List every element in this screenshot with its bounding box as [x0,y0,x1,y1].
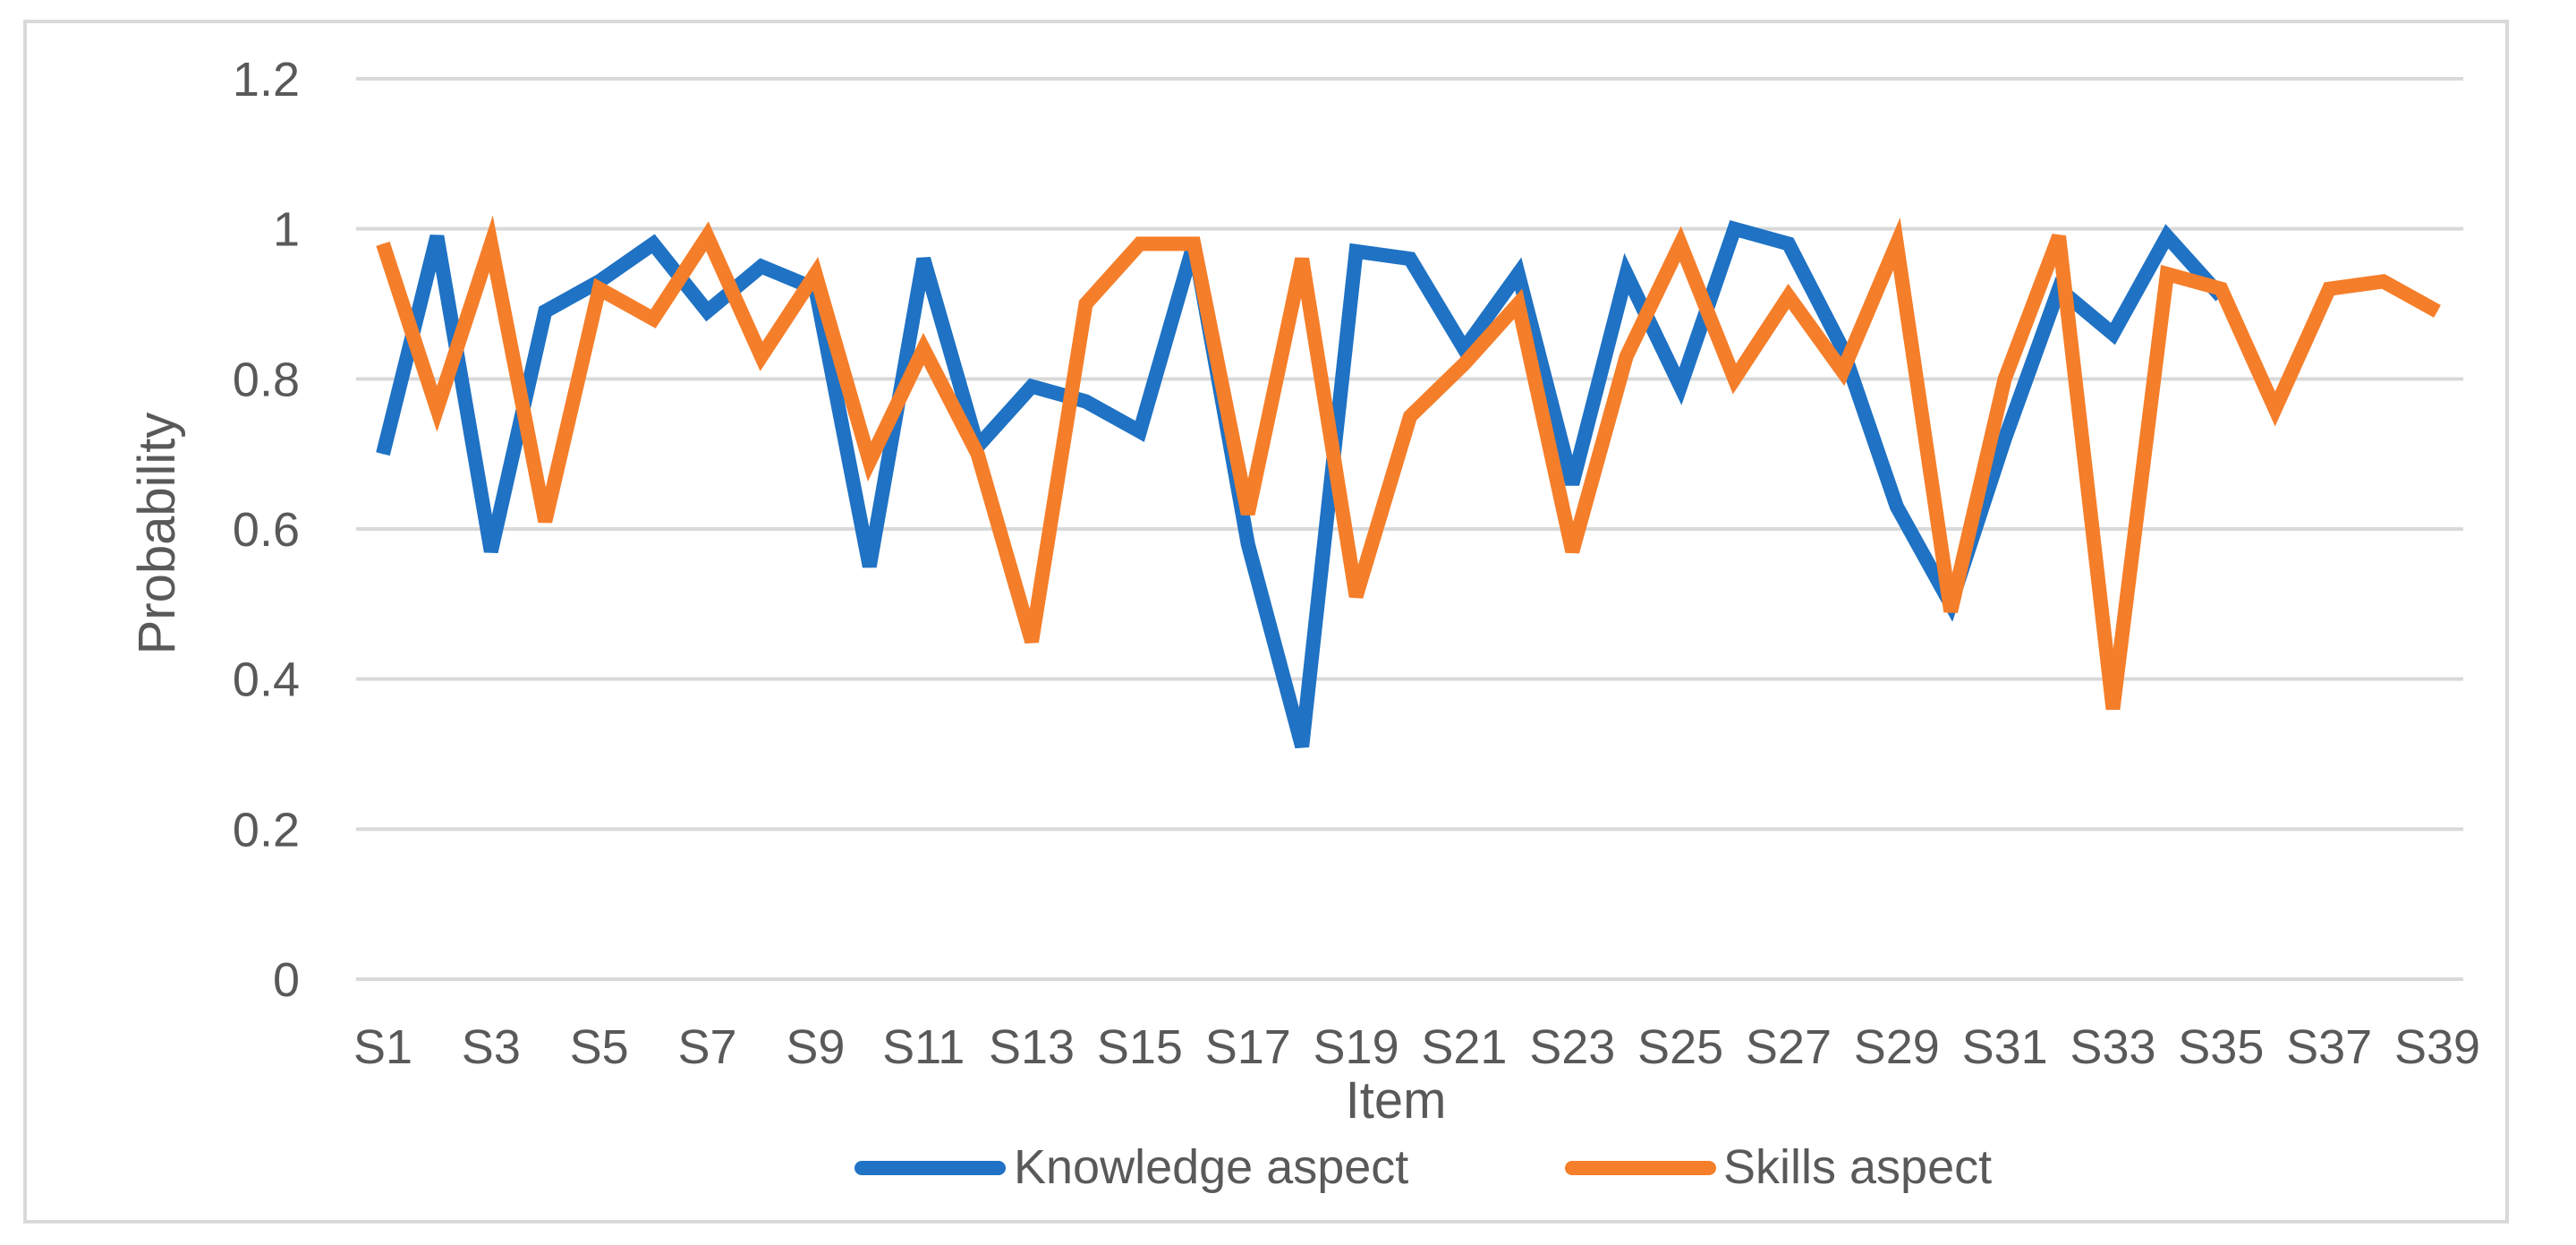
legend-label-skills: Skills aspect [1723,1140,1992,1194]
x-tick-label: S3 [462,1020,521,1074]
x-tick-label: S25 [1637,1020,1723,1074]
x-tick-label: S39 [2394,1020,2480,1074]
x-tick-label: S31 [1962,1020,2048,1074]
y-tick-label: 0.2 [233,803,300,857]
data-point [1788,243,1790,244]
data-point [869,566,871,567]
data-point [869,461,871,463]
data-point [1031,641,1033,643]
x-tick-label: S15 [1097,1020,1183,1074]
data-point [922,348,924,350]
data-point [490,243,492,244]
data-point [1031,386,1033,388]
data-point [1571,550,1573,552]
x-tick-label: S29 [1854,1020,1940,1074]
y-axis-title: Probability [128,413,186,655]
data-point [1463,348,1465,350]
y-tick-label: 0 [273,953,300,1007]
x-tick-label: S7 [677,1020,736,1074]
data-point [490,550,492,552]
data-point [1409,258,1411,260]
data-point [2328,288,2330,290]
data-point [1301,746,1303,747]
data-point [382,453,384,455]
x-tick-label: S11 [882,1020,965,1074]
data-point [1896,506,1898,507]
x-tick-label: S21 [1421,1020,1507,1074]
y-tick-label: 0.4 [233,653,300,707]
series-lines [376,215,2441,749]
x-tick-label: S5 [570,1020,629,1074]
x-axis-tick-labels: S1 S3 S5 S7 S9 S11 S13 S15 S17 S19 S21 S23 S25 S27 S29… [353,1020,2480,1074]
legend: Knowledge aspect Skills aspect [854,1140,1992,1194]
data-point [2220,288,2222,290]
data-point [1301,258,1303,260]
series-skills [376,215,2441,711]
data-point [436,235,438,237]
data-point [1084,303,1086,304]
data-point [1409,415,1411,417]
data-point [652,243,654,244]
x-tick-label: S19 [1314,1020,1399,1074]
x-tick-label: S23 [1529,1020,1615,1074]
data-point [977,453,979,455]
data-point [436,408,438,410]
gridlines [356,77,2463,981]
y-tick-label: 1.2 [233,53,300,107]
data-point [1788,295,1790,297]
x-tick-label: S1 [353,1020,412,1074]
data-point [1571,483,1573,485]
y-axis-tick-labels: 0 0.2 0.4 0.6 0.8 1 1.2 [233,53,300,1007]
data-point [814,273,816,275]
data-point [1084,400,1086,402]
data-point [544,521,546,523]
data-point [1679,243,1681,244]
legend-label-knowledge: Knowledge aspect [1014,1140,1408,1194]
data-point [1626,273,1628,275]
data-point [2166,235,2168,237]
data-point [2274,408,2276,410]
data-point [652,318,654,320]
x-tick-label: S27 [1746,1020,1832,1074]
data-point [2383,280,2385,282]
x-tick-label: S37 [2286,1020,2372,1074]
x-tick-label: S13 [989,1020,1075,1074]
x-tick-label: S17 [1205,1020,1291,1074]
data-point [1463,363,1465,365]
x-tick-label: S33 [2070,1020,2155,1074]
data-point [1896,243,1898,244]
x-axis-title: Item [1346,1071,1447,1130]
data-point [382,243,384,244]
data-point [1734,228,1736,230]
data-point [707,235,709,237]
data-point [1247,543,1249,545]
data-point [2058,235,2060,237]
data-point [2166,273,2168,275]
x-tick-label: S9 [786,1020,845,1074]
y-tick-label: 0.6 [233,503,300,557]
y-tick-label: 1 [273,203,300,257]
data-point [922,258,924,260]
data-point [1139,431,1141,432]
y-tick-label: 0.8 [233,353,300,406]
data-point [1626,355,1628,357]
x-tick-label: S35 [2178,1020,2264,1074]
data-point [1247,513,1249,515]
data-point [1841,348,1843,350]
data-point [1139,243,1141,244]
data-point [1679,386,1681,388]
